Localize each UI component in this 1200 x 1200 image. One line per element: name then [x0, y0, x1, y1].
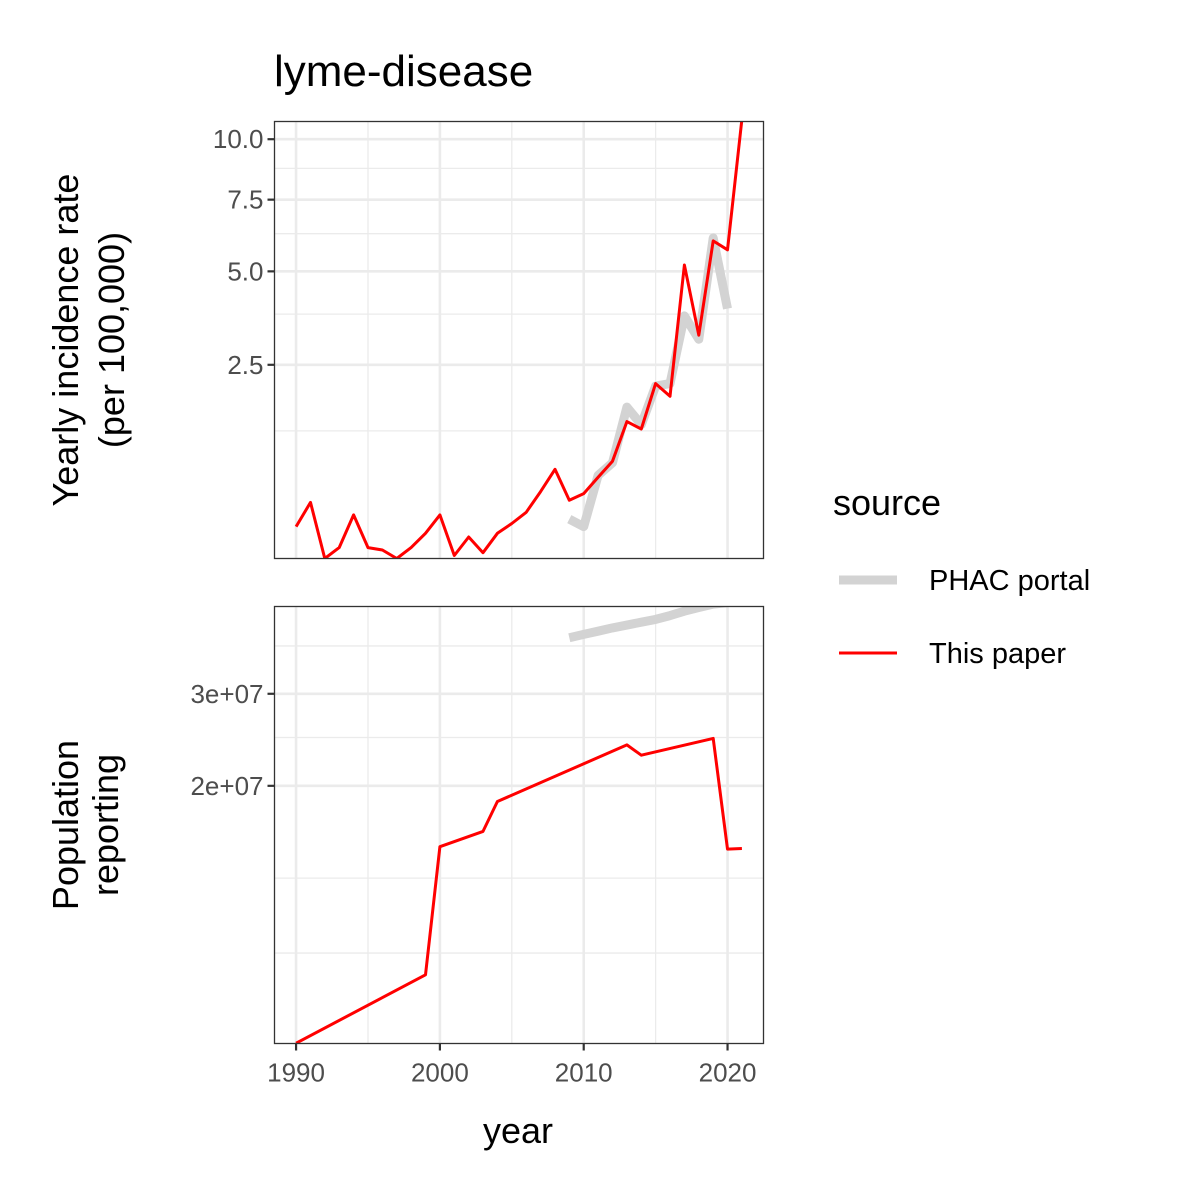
panel-1: 2.5 5.0 7.5 10.0 Yearly incidence rate (per 1…: [45, 120, 765, 560]
x-tick-label: 2010: [555, 1058, 613, 1088]
y-tick-label: 2e+07: [190, 771, 263, 801]
series-line-this-paper: [294, 121, 744, 559]
y-axis-title: (per 100,000): [91, 232, 132, 448]
y-tick-label: 3e+07: [190, 679, 263, 709]
x-tick-label: 2020: [699, 1058, 757, 1088]
y-axis-title: Yearly incidence rate: [45, 174, 86, 507]
x-tick-label: 1990: [267, 1058, 325, 1088]
panel-border: [273, 120, 765, 560]
legend-label: This paper: [929, 638, 1066, 670]
x-axis-title: year: [483, 1110, 553, 1151]
x-tick-label: 2000: [411, 1058, 469, 1088]
panels: 2.5 5.0 7.5 10.0 Yearly incidence rate (per 1…: [45, 120, 765, 1088]
legend-title: source: [833, 482, 941, 523]
y-tick-label: 10.0: [213, 124, 264, 154]
series-line-this-paper: [295, 736, 742, 1044]
legend-label: PHAC portal: [929, 565, 1090, 597]
y-tick-label: 5.0: [227, 256, 263, 286]
y-axis-title: reporting: [85, 754, 126, 896]
legend: source PHAC portal This paper: [833, 482, 1090, 670]
panel-2: 2e+07 3e+07 Population reporting 1990 2000 201…: [45, 605, 765, 1088]
y-tick-label: 2.5: [227, 350, 263, 380]
chart-title: lyme-disease: [274, 47, 533, 96]
y-tick-label: 7.5: [227, 185, 263, 215]
panel-border: [273, 605, 765, 1045]
y-axis-title: Population: [45, 740, 86, 910]
series-line-phac-portal: [568, 606, 728, 643]
